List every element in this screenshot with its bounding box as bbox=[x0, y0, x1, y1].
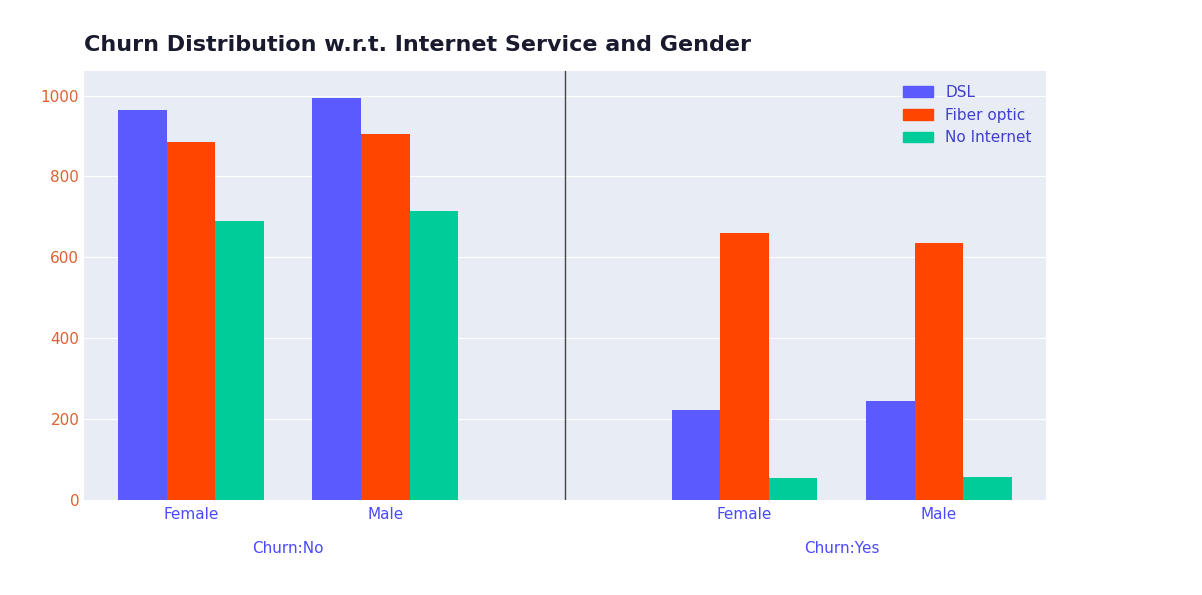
Bar bbox=[720, 233, 769, 500]
Bar bbox=[215, 221, 263, 500]
Bar bbox=[118, 110, 167, 500]
Bar bbox=[410, 211, 458, 500]
Text: Churn:Yes: Churn:Yes bbox=[804, 541, 880, 556]
Bar bbox=[769, 478, 817, 500]
Bar bbox=[915, 243, 963, 500]
Bar bbox=[867, 401, 915, 500]
Legend: DSL, Fiber optic, No Internet: DSL, Fiber optic, No Internet bbox=[897, 79, 1039, 152]
Bar bbox=[963, 477, 1012, 500]
Bar bbox=[361, 134, 410, 500]
Bar bbox=[167, 142, 215, 500]
Text: Churn:No: Churn:No bbox=[252, 541, 323, 556]
Bar bbox=[672, 410, 720, 500]
Bar bbox=[313, 98, 361, 500]
Text: Churn Distribution w.r.t. Internet Service and Gender: Churn Distribution w.r.t. Internet Servi… bbox=[84, 35, 751, 55]
